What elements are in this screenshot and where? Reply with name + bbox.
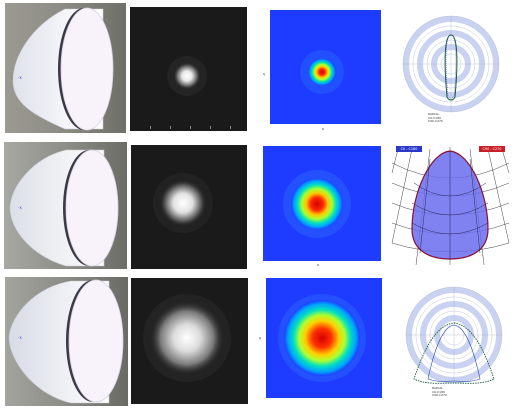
svg-text:-x: -x <box>262 73 266 76</box>
legend-c90-c270: C90 - C270 <box>482 147 502 151</box>
polar-legend-line-1: RADIAL <box>428 112 439 116</box>
cartesian-candela-plot-row2: C0 - C180 C90 - C270 <box>390 143 511 267</box>
reflector-image-row3: -x <box>5 277 128 406</box>
false-color-map-row1: -x x <box>262 8 383 132</box>
grey-intensity-map-row3 <box>131 278 248 404</box>
svg-text:x: x <box>317 263 319 267</box>
svg-text:-x: -x <box>18 335 22 340</box>
polar-legend-line-2: C0-C180 <box>428 115 441 120</box>
polar-legend-row1: RADIAL C0-C180 C90-C270 <box>428 112 478 124</box>
polar-candela-plot-row3: RADIAL C0-C180 C90-C270 <box>402 279 505 407</box>
reflector-image-row2: -x <box>4 142 127 269</box>
polar-legend-row3: RADIAL C0-C180 C90-C270 <box>432 386 482 398</box>
svg-text:-x: -x <box>258 337 262 340</box>
polar-legend-line-3: C90-C270 <box>432 393 447 398</box>
svg-text:x: x <box>322 127 324 131</box>
polar-legend-line-1: RADIAL <box>432 386 443 390</box>
legend-c0-c180: C0 - C180 <box>400 147 418 151</box>
grey-intensity-map-row2 <box>131 145 247 269</box>
polar-legend-line-2: C0-C180 <box>432 389 445 394</box>
svg-text:-x: -x <box>18 75 22 80</box>
polar-candela-plot-row1: RADIAL C0-C180 C90-C270 <box>400 9 503 133</box>
svg-text:-x: -x <box>18 205 22 210</box>
polar-legend-line-3: C90-C270 <box>428 119 443 124</box>
grey-intensity-map-row1 <box>130 7 247 131</box>
false-color-map-row3: -x <box>258 276 384 404</box>
false-color-map-row2: x <box>257 145 383 268</box>
reflector-image-row1: -x <box>5 3 126 133</box>
